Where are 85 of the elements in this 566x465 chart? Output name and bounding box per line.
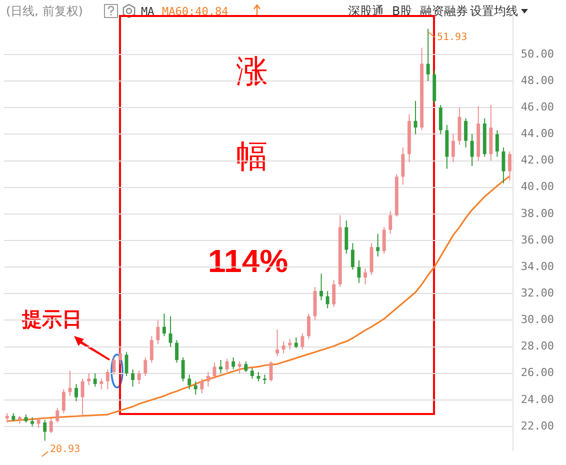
candlestick [451, 134, 455, 163]
y-tick-label: 38.00 [520, 206, 554, 220]
annotation: 设置均线 [470, 3, 518, 20]
y-tick-label: 50.00 [520, 47, 554, 60]
y-tick-label: 28.00 [520, 340, 554, 353]
y-tick-label: 44.00 [520, 127, 554, 140]
candlestick [5, 412, 9, 423]
candlestick [162, 313, 166, 337]
candlestick [106, 368, 110, 390]
candlestick [74, 383, 78, 402]
annotation: MA60:40.84 [162, 5, 228, 18]
annotation: 114% [208, 243, 288, 280]
candlestick [244, 360, 248, 373]
candlestick [388, 210, 392, 234]
candlestick [502, 146, 506, 184]
candlestick [357, 260, 361, 284]
candlestick [62, 388, 66, 414]
candlestick [238, 360, 242, 374]
candlestick [144, 356, 148, 376]
y-tick-label: 42.00 [520, 154, 554, 167]
candlestick [376, 233, 380, 257]
candlestick [206, 372, 210, 388]
candlestick [131, 368, 135, 388]
candlestick [212, 362, 216, 380]
candlestick [364, 268, 367, 285]
y-tick-label: 30.00 [520, 313, 554, 326]
candlestick [470, 134, 474, 167]
candlestick [219, 360, 222, 374]
candlestick [93, 372, 97, 388]
candlestick [175, 340, 178, 364]
candlestick [181, 356, 185, 382]
candlestick [276, 328, 280, 357]
y-tick-label: 48.00 [520, 74, 554, 87]
candlestick [150, 336, 154, 364]
candlestick [320, 273, 323, 301]
annotation: 涨 [236, 51, 268, 92]
annotation: 51.93 [437, 32, 468, 43]
annotation: (日线, 前复权) [6, 3, 83, 20]
candlestick [68, 370, 72, 396]
candlestick [508, 150, 512, 182]
candlestick [401, 146, 405, 186]
candlestick [200, 378, 204, 394]
y-tick-label: 36.00 [520, 233, 554, 246]
candlestick [43, 419, 47, 442]
candlestick [194, 380, 198, 396]
candlestick [332, 280, 336, 308]
candlestick [56, 407, 60, 423]
annotation: MA [141, 5, 154, 18]
y-tick-label: 40.00 [520, 180, 554, 194]
candlestick [156, 320, 160, 345]
candlestick [382, 226, 386, 254]
candlestick [232, 356, 236, 370]
candlestick [294, 336, 298, 349]
candlestick [256, 372, 260, 382]
candlestick [306, 313, 310, 340]
candlestick [344, 220, 348, 254]
candlestick [426, 28, 430, 82]
candlestick [36, 418, 40, 428]
y-tick-label: 46.00 [520, 100, 554, 114]
candlestick [49, 418, 53, 434]
candlestick [118, 348, 122, 365]
candlestick [87, 372, 91, 386]
y-tick-label: 22.00 [520, 419, 554, 432]
annotation: 20.93 [50, 444, 80, 455]
candlestick [350, 242, 354, 270]
candlestick [250, 368, 254, 380]
candlestick [263, 374, 266, 384]
candlestick [282, 340, 286, 354]
candlestick [30, 416, 34, 427]
y-tick-label: 34.00 [520, 260, 554, 273]
candlestick [438, 104, 442, 135]
candlestick [80, 378, 84, 416]
candlestick [326, 290, 330, 309]
y-tick-label: 24.00 [520, 392, 554, 406]
y-tick-label: 26.00 [520, 366, 554, 380]
candlestick [112, 356, 116, 376]
candlestick [225, 358, 229, 373]
candlestick [495, 130, 499, 158]
y-tick-label: 32.00 [520, 286, 554, 300]
candlestick [137, 370, 141, 384]
candlestick [464, 118, 468, 148]
candlestick [300, 332, 304, 350]
candlestick [188, 374, 192, 390]
candlestick [288, 338, 292, 350]
candlestick [100, 378, 104, 390]
